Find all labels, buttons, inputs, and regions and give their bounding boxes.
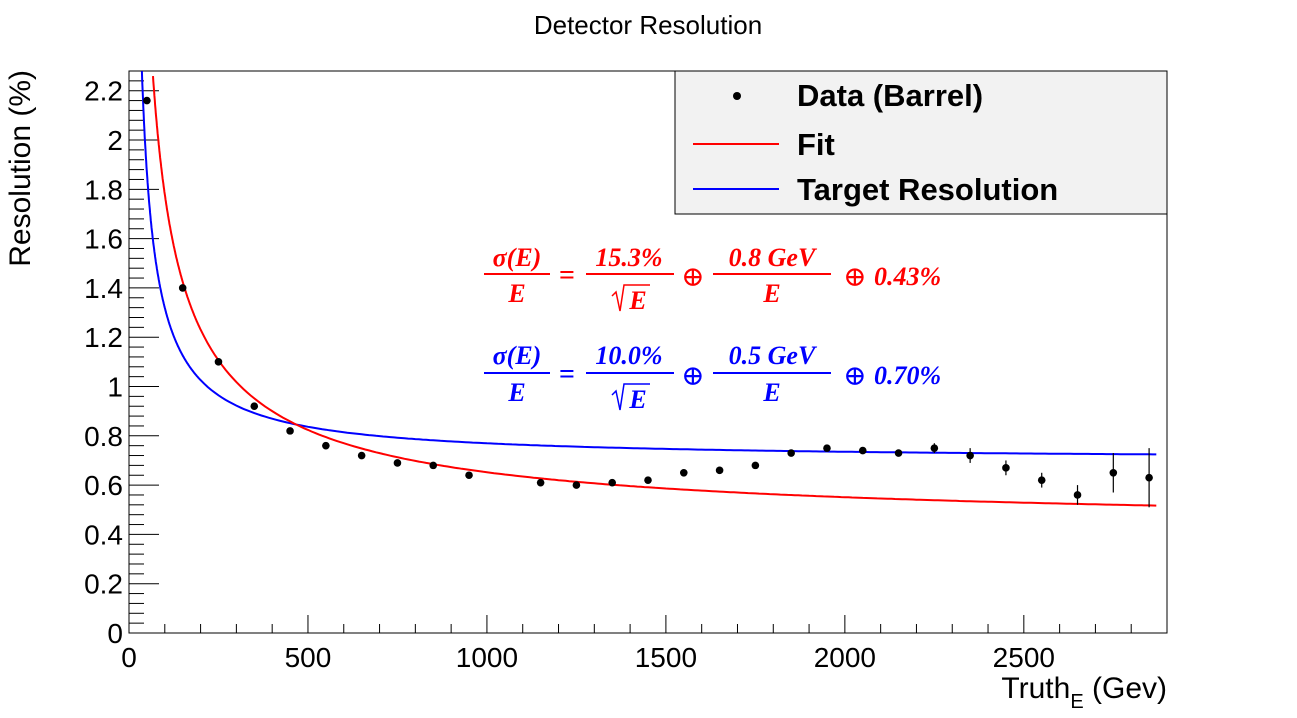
data-point bbox=[536, 478, 545, 487]
formula-target-eq: = bbox=[559, 359, 575, 390]
data-point bbox=[751, 461, 760, 470]
plot-frame bbox=[128, 70, 1168, 634]
formula-fit: σ(E) E = 15.3% E ⊕ 0.8 GeV E ⊕ 0.43% bbox=[484, 243, 941, 315]
x-tick-label: 1000 bbox=[456, 642, 518, 673]
data-point bbox=[393, 459, 402, 467]
formula-target-oplus-1: ⊕ bbox=[681, 361, 704, 392]
formula-target-lhs-den: E bbox=[507, 378, 525, 407]
data-point bbox=[787, 449, 795, 457]
fit-curve bbox=[152, 76, 1157, 507]
formula-target-t1-num: 10.0% bbox=[595, 341, 662, 370]
data-point bbox=[357, 451, 366, 460]
y-tick-label: 0.8 bbox=[84, 421, 123, 452]
y-tick-label: 0.4 bbox=[84, 519, 123, 550]
y-tick-label: 1.2 bbox=[84, 322, 123, 353]
data-point bbox=[1073, 491, 1082, 499]
formula-fit-t2-den: E bbox=[762, 279, 780, 308]
formula-fit-oplus-1: ⊕ bbox=[681, 262, 704, 293]
formula-target-t3: 0.70% bbox=[874, 361, 941, 390]
formula-fit-t1-den: E bbox=[628, 286, 646, 315]
x-tick-label: 1500 bbox=[635, 642, 697, 673]
data-point bbox=[858, 446, 867, 455]
data-point bbox=[214, 358, 223, 366]
formula-fit-lhs-num: σ(E) bbox=[493, 243, 542, 272]
x-tick-label: 0 bbox=[121, 642, 137, 673]
data-point bbox=[1002, 464, 1010, 472]
y-axis-label: Resolution (%) bbox=[4, 70, 37, 267]
data-point bbox=[572, 481, 581, 489]
formula-fit-lhs-den: E bbox=[507, 279, 525, 308]
y-tick-label: 0.2 bbox=[84, 569, 123, 600]
plot-area: 0 500 1000 1500 2000 2500 0 0.2 0.4 0.6 0.8 1 1.2 1.4… bbox=[84, 70, 1168, 673]
data-point bbox=[1037, 476, 1046, 484]
data-point bbox=[143, 96, 151, 105]
formula-target-lhs-num: σ(E) bbox=[493, 341, 542, 370]
formula-target: σ(E) E = 10.0% E ⊕ 0.5 GeV E ⊕ 0.70% bbox=[484, 341, 941, 414]
y-tick-label: 1 bbox=[107, 372, 123, 403]
legend: Data (Barrel) Fit Target Resolution bbox=[674, 70, 1168, 215]
legend-target-label: Target Resolution bbox=[797, 172, 1058, 207]
legend-fit-label: Fit bbox=[797, 127, 835, 162]
x-tick-label: 2500 bbox=[993, 642, 1055, 673]
y-tick-label: 0 bbox=[107, 618, 123, 649]
legend-data-label: Data (Barrel) bbox=[797, 78, 983, 113]
chart-title: Detector Resolution bbox=[534, 10, 762, 40]
formula-target-t2-num: 0.5 GeV bbox=[729, 341, 818, 370]
data-point bbox=[286, 427, 294, 435]
x-axis-label-unit: (Gev) bbox=[1084, 672, 1167, 705]
y-tick-label: 2.2 bbox=[84, 76, 123, 107]
y-tick-label: 1.4 bbox=[84, 273, 123, 304]
data-point bbox=[930, 444, 939, 452]
data-point bbox=[966, 451, 974, 460]
x-axis-label: TruthE (Gev) bbox=[1001, 672, 1167, 713]
data-point bbox=[465, 471, 473, 480]
formula-fit-t2-num: 0.8 GeV bbox=[729, 243, 818, 272]
x-axis-label-main: Truth bbox=[1001, 672, 1070, 705]
data-point bbox=[1145, 473, 1153, 482]
data-point bbox=[715, 466, 724, 475]
x-axis-label-subscript: E bbox=[1070, 691, 1083, 713]
formula-target-oplus-2: ⊕ bbox=[843, 361, 866, 392]
data-point bbox=[894, 449, 903, 457]
y-tick-label: 1.8 bbox=[84, 174, 123, 205]
data-point bbox=[429, 461, 438, 470]
data-point bbox=[644, 476, 652, 484]
y-tick-label: 0.6 bbox=[84, 470, 123, 501]
data-point bbox=[679, 468, 688, 477]
formula-fit-t3: 0.43% bbox=[874, 262, 941, 291]
data-point bbox=[1109, 468, 1118, 477]
data-point bbox=[322, 441, 330, 450]
legend-data-marker bbox=[733, 92, 741, 100]
formula-target-t1-den: E bbox=[628, 385, 646, 414]
y-tick-label: 1.6 bbox=[84, 224, 123, 255]
data-point bbox=[178, 284, 187, 292]
formula-fit-eq: = bbox=[559, 260, 575, 291]
data-point bbox=[608, 478, 617, 487]
formula-fit-t1-num: 15.3% bbox=[595, 243, 662, 272]
x-tick-label: 500 bbox=[285, 642, 332, 673]
data-point bbox=[250, 402, 259, 411]
y-tick-label: 2 bbox=[107, 125, 123, 156]
legend-box bbox=[674, 70, 1168, 215]
formula-fit-oplus-2: ⊕ bbox=[843, 262, 866, 293]
data-point bbox=[823, 444, 831, 452]
formula-target-t2-den: E bbox=[762, 378, 780, 407]
x-tick-label: 2000 bbox=[814, 642, 876, 673]
